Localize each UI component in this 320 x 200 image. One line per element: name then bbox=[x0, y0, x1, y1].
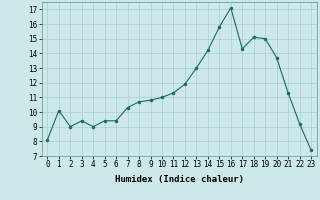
X-axis label: Humidex (Indice chaleur): Humidex (Indice chaleur) bbox=[115, 175, 244, 184]
